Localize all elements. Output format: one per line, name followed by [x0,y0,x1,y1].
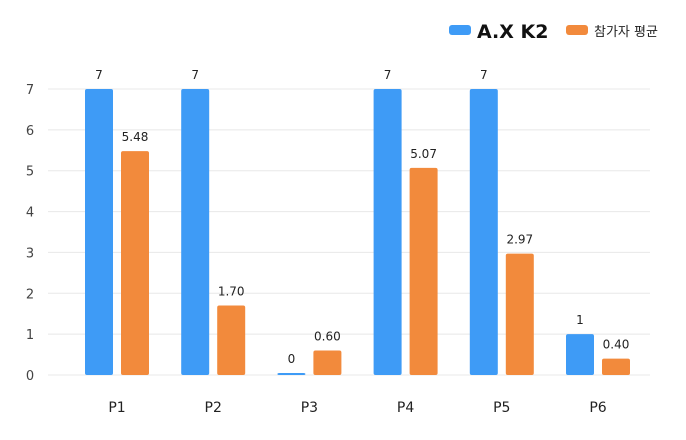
data-label-series2-p6: 0.40 [603,338,630,352]
bar-series2-p3 [313,350,342,375]
data-label-series2-p1: 5.48 [122,130,149,144]
y-tick-label: 0 [26,369,34,384]
bar-series2-p5 [505,253,534,375]
bar-series2-p4 [409,167,438,375]
legend-swatch-series2 [566,25,588,35]
y-tick-label: 7 [26,83,34,98]
y-tick-label: 1 [26,328,34,343]
y-axis-ticks: 0 1 2 3 4 5 6 7 [26,83,34,384]
data-label-series1-p2: 7 [191,68,199,82]
data-label-series1-p3: 0 [288,352,296,366]
data-label-series1-p4: 7 [384,68,392,82]
y-tick-label: 6 [26,124,34,139]
data-label-series1-p6: 1 [576,313,584,327]
bar-series2-p1 [121,151,149,375]
x-tick-label-p4: P4 [397,400,414,416]
x-tick-label-p1: P1 [108,400,125,416]
x-tick-label-p2: P2 [205,400,222,416]
bar-series1-p3 [277,373,306,375]
legend-swatch-series1 [449,25,471,35]
legend-series1-brand: A.X K2 [477,21,548,43]
bar-series2-p2 [217,305,246,375]
y-tick-label: 3 [26,246,34,261]
bar-series1-p1 [85,89,113,375]
data-label-series2-p2: 1.70 [218,285,245,299]
data-labels: 7 5.48 7 1.70 0 0.60 7 5.07 7 2.97 1 0.40 [95,68,629,366]
data-label-series2-p3: 0.60 [314,329,341,343]
x-axis-ticks: P1 P2 P3 P4 P5 P6 [108,400,606,416]
x-tick-label-p3: P3 [301,400,318,416]
data-label-series1-p5: 7 [480,68,488,82]
bar-series1-p4 [373,89,402,375]
y-tick-label: 4 [26,206,34,221]
x-tick-label-p6: P6 [589,400,606,416]
bars [85,89,630,375]
bar-series1-p6 [566,334,594,375]
bar-series1-p5 [469,89,498,375]
data-label-series1-p1: 7 [95,68,103,82]
bar-series1-p2 [181,89,210,375]
legend-series2-label: 참가자 평균 [594,25,658,40]
x-tick-label-p5: P5 [493,400,510,416]
legend: A.X K2 참가자 평균 [449,21,658,43]
y-tick-label: 5 [26,165,34,180]
y-tick-label: 2 [26,287,34,302]
data-label-series2-p5: 2.97 [506,233,533,247]
data-label-series2-p4: 5.07 [410,147,437,161]
bar-series2-p6 [602,358,630,375]
